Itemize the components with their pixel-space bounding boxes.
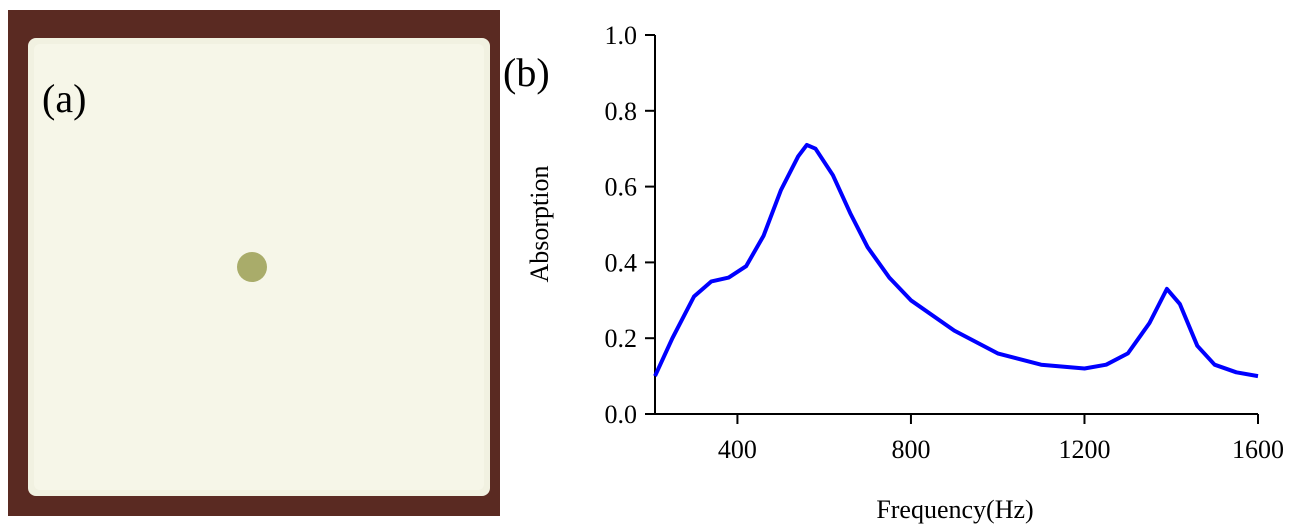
x-tick-label: 400 [718,435,757,464]
panel-label: (b) [503,50,550,95]
y-tick-label: 0.2 [605,324,638,353]
y-axis-label: Absorption [525,166,554,283]
y-tick-label: 0.4 [605,248,638,277]
x-tick-label: 800 [891,435,930,464]
line [653,142,1259,379]
hole [237,252,267,282]
x-axis-label: Frequency(Hz) [876,495,1033,524]
x-tick-label: 1200 [1058,435,1110,464]
y-tick-label: 0.6 [605,173,638,202]
y-tick-label: 0.0 [605,400,638,429]
y-tick-label: 0.8 [605,97,638,126]
panel-label: (a) [42,76,86,121]
x-tick-label: 1600 [1232,435,1284,464]
y-tick-label: 1.0 [605,21,638,50]
